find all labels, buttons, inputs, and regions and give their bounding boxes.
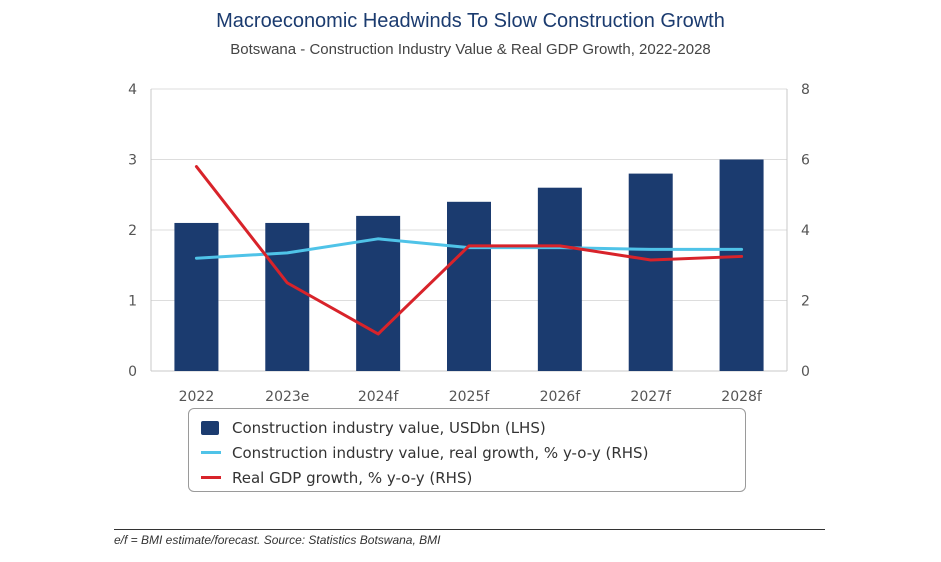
bar — [719, 159, 764, 371]
y-left-tick-label: 2 — [128, 223, 137, 239]
legend-label-construction-growth: Construction industry value, real growth… — [232, 443, 649, 462]
legend-item-construction-growth: Construction industry value, real growth… — [189, 440, 745, 465]
x-tick-label: 2027f — [630, 389, 672, 405]
legend-label-real-gdp-growth: Real GDP growth, % y-o-y (RHS) — [232, 468, 473, 487]
legend-swatch-construction-growth — [201, 451, 221, 454]
x-tick-label: 2025f — [449, 389, 491, 405]
bar — [174, 222, 219, 371]
legend-item-real-gdp-growth: Real GDP growth, % y-o-y (RHS) — [189, 465, 745, 490]
bar — [447, 201, 491, 371]
bar — [628, 173, 673, 371]
x-tick-label: 2024f — [358, 389, 400, 405]
x-tick-label: 2022 — [179, 389, 215, 405]
y-left-tick-label: 4 — [128, 82, 137, 98]
x-tick-label: 2023e — [265, 389, 309, 405]
y-right-tick-label: 6 — [801, 153, 810, 169]
y-right-tick-label: 8 — [801, 82, 810, 98]
y-right-tick-label: 2 — [801, 294, 810, 310]
legend-swatch-real-gdp-growth — [201, 476, 221, 479]
chart-legend: Construction industry value, USDbn (LHS)… — [188, 408, 746, 492]
y-left-tick-label: 1 — [128, 294, 137, 310]
x-tick-label: 2026f — [540, 389, 582, 405]
chart-title: Macroeconomic Headwinds To Slow Construc… — [216, 10, 725, 32]
chart-plot: 0 1 2 3 4 0 2 4 6 8 2022 2023e 2024f 2025f 2026f 2027f 2… — [128, 82, 810, 405]
footer-divider — [114, 529, 825, 530]
bar — [265, 222, 310, 371]
y-right-tick-label: 4 — [801, 223, 810, 239]
chart-subtitle: Botswana - Construction Industry Value &… — [230, 41, 711, 58]
y-right-tick-label: 0 — [801, 364, 810, 380]
legend-label-construction-value: Construction industry value, USDbn (LHS) — [232, 418, 546, 437]
x-tick-label: 2028f — [721, 389, 763, 405]
source-note: e/f = BMI estimate/forecast. Source: Sta… — [114, 533, 441, 547]
legend-item-construction-value: Construction industry value, USDbn (LHS) — [189, 415, 745, 440]
bar — [537, 187, 582, 371]
legend-swatch-construction-value — [201, 420, 219, 435]
line-series-real-gdp-growth — [194, 165, 744, 336]
y-left-tick-label: 0 — [128, 364, 137, 380]
y-left-tick-label: 3 — [128, 153, 137, 169]
